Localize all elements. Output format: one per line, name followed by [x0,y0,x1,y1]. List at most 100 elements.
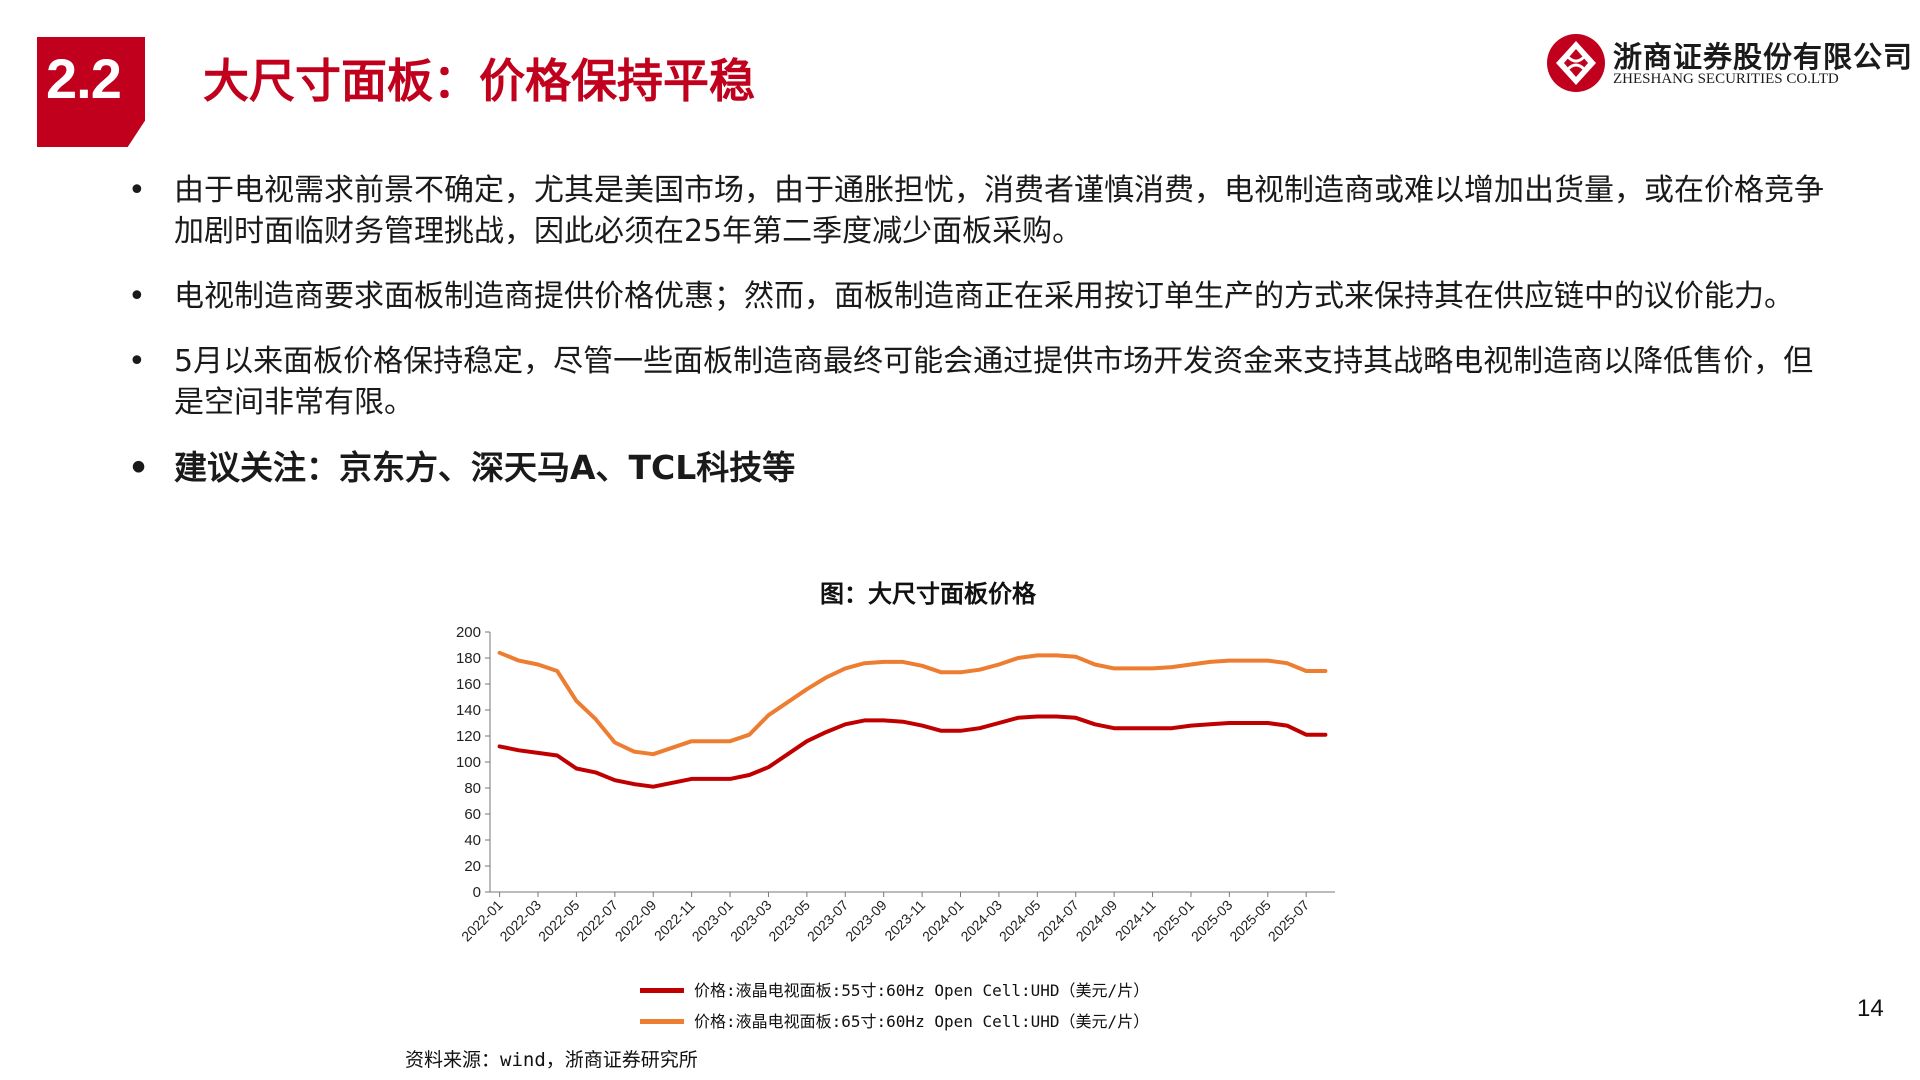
data-point [939,729,943,733]
x-tick-label: 2023-05 [765,897,813,945]
y-tick-label: 120 [456,728,481,745]
x-tick-label: 2022-09 [612,897,660,945]
bullet-marker: • [128,279,146,314]
x-tick-label: 2022-05 [535,897,583,945]
company-name-cn: 浙商证券股份有限公司 [1613,40,1914,74]
data-point [901,720,905,724]
data-point [1227,659,1231,663]
data-point [728,739,732,743]
section-number: 2.2 [46,47,122,110]
legend-label: 价格:液晶电视面板:55寸:60Hz Open Cell:UHD（美元/片） [694,981,1150,1000]
x-tick-label: 2022-07 [573,897,621,945]
data-point [1054,653,1059,657]
data-point [1035,714,1039,719]
data-point [574,766,579,771]
company-logo: 浙商证券股份有限公司 ZHESHANG SECURITIES CO.LTD [1545,32,1912,94]
data-point [958,729,963,733]
x-tick-label: 2024-03 [957,897,1005,945]
data-point [1246,659,1251,663]
data-point [1304,733,1308,737]
data-point [824,730,828,734]
bullet-item-recommendation: • 建议关注：京东方、深天马A、TCL科技等 [128,447,1828,488]
data-point [1208,722,1212,726]
data-point [517,659,521,663]
bullet-list: • 由于电视需求前景不确定，尤其是美国市场，由于通胀担忧，消费者谨慎消费，电视制… [128,170,1828,512]
data-point [1323,733,1327,737]
bullet-text: 电视制造商要求面板制造商提供价格优惠；然而，面板制造商正在采用按订单生产的方式来… [174,279,1794,314]
bullet-marker: • [128,448,150,487]
data-point [632,750,636,754]
data-point [1054,714,1059,719]
y-tick-label: 140 [456,702,481,719]
page-title: 大尺寸面板：价格保持平稳 [203,54,755,108]
legend-swatch [640,988,684,993]
data-point [728,777,732,781]
chart-title: 图：大尺寸面板价格 [820,580,1036,608]
data-point [1285,661,1289,665]
x-tick-label: 2025-01 [1149,897,1197,945]
data-point [766,765,771,769]
data-point [632,782,636,786]
data-point [1170,726,1174,730]
data-point [997,662,1001,667]
series-line-55 [497,714,1328,789]
data-point [613,740,617,745]
data-point [747,773,751,777]
data-point [1112,666,1116,670]
x-tick-label: 2025-07 [1265,897,1313,945]
data-point [1170,665,1174,669]
x-tick-label: 2024-01 [919,897,967,945]
y-tick-label: 200 [456,624,481,641]
section-badge [37,37,145,147]
data-point [594,717,598,721]
x-tick-label: 2024-05 [996,897,1044,945]
y-tick-label: 160 [456,676,481,693]
data-point [709,777,713,781]
data-point [786,752,790,756]
data-point [978,726,982,730]
data-point [747,733,751,737]
company-logo-icon [1547,34,1605,92]
y-tick-label: 80 [464,780,481,797]
bullet-text: 5月以来面板价格保持稳定，尽管一些面板制造商最终可能会通过提供市场开发资金来支持… [174,344,1814,420]
data-point [1208,660,1212,664]
data-point [1189,724,1193,728]
bullet-marker: • [128,344,146,379]
data-point [536,751,540,755]
data-point [1304,669,1308,673]
data-point [555,753,559,758]
data-point [882,718,886,722]
x-tick-label: 2025-05 [1226,897,1274,945]
x-tick-label: 2022-01 [458,897,506,945]
x-tick-label: 2024-09 [1073,897,1121,945]
data-point [651,785,655,789]
legend-item-55: 价格:液晶电视面板:55寸:60Hz Open Cell:UHD（美元/片） [640,975,1149,1006]
bullet-text: 由于电视需求前景不确定，尤其是美国市场，由于通胀担忧，消费者谨慎消费，电视制造商… [174,173,1824,249]
data-point [1150,666,1155,670]
data-point [1093,662,1097,667]
data-point [574,699,579,703]
data-point [978,668,982,672]
bullet-text: 建议关注：京东方、深天马A、TCL科技等 [174,448,796,487]
data-point [709,739,713,743]
data-point [1323,669,1327,673]
legend-swatch [640,1019,684,1024]
data-point [958,670,963,674]
y-tick-label: 100 [456,754,481,771]
data-point [1227,721,1231,725]
bullet-item: • 由于电视需求前景不确定，尤其是美国市场，由于通胀担忧，消费者谨慎消费，电视制… [128,170,1828,252]
data-point [1266,721,1270,725]
data-point [1112,726,1116,730]
data-point [1016,656,1020,660]
company-name-en: ZHESHANG SECURITIES CO.LTD [1613,71,1839,87]
y-tick-label: 180 [456,650,481,667]
data-point [1131,726,1135,730]
data-point [939,670,943,674]
data-point [555,669,559,673]
data-point [690,739,694,743]
data-point [786,700,790,704]
bullet-marker: • [128,173,146,208]
data-point [1131,666,1135,670]
data-point [594,770,598,774]
data-point [670,781,675,785]
